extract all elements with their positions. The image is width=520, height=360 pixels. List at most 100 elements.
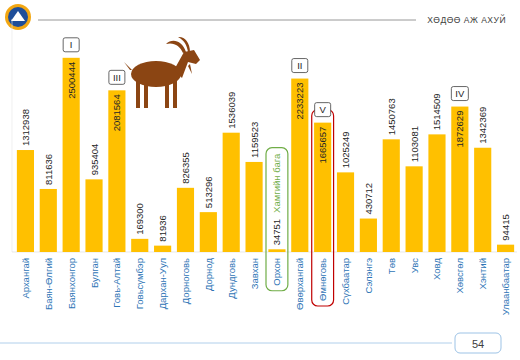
data-label: 1536039: [226, 92, 237, 129]
value-axis-line: [12, 19, 13, 252]
category-label: Баянхонгор: [66, 258, 77, 309]
note-label: Хамгийн бага: [271, 153, 282, 213]
bar: [497, 245, 514, 252]
category-label: Говьсүмбэр: [134, 258, 145, 309]
category-label: Өмнөговь: [317, 258, 328, 301]
highlight-frame: [312, 110, 334, 306]
bar: [40, 189, 57, 252]
data-label: 1312938: [20, 109, 31, 146]
category-label: Сүхбаатар: [340, 258, 351, 305]
bars: [17, 58, 514, 252]
category-label: Дархан-Уул: [157, 258, 168, 309]
bar: [154, 246, 171, 252]
data-label: 513296: [203, 176, 214, 208]
data-label: 1872629: [454, 111, 465, 148]
rank-box: [63, 38, 79, 52]
category-label: Орхон: [271, 258, 282, 286]
data-label: 1450763: [386, 98, 397, 135]
rank-label: I: [70, 39, 73, 50]
bar: [85, 179, 102, 252]
data-label: 430712: [363, 183, 374, 215]
category-label: Хөвсгөл: [454, 258, 465, 294]
category-label: Баян-Өлгий: [43, 258, 54, 310]
category-label: Өвөрхангай: [294, 258, 305, 310]
goat-beard: [188, 64, 192, 74]
rank-box: [451, 87, 468, 101]
data-label: 1025249: [340, 131, 351, 168]
data-label: 81936: [157, 215, 168, 241]
bar: [200, 212, 217, 252]
category-label: Сэлэнгэ: [363, 258, 374, 294]
category-label: Ховд: [431, 258, 442, 280]
logo-mark: [11, 11, 25, 21]
category-label: Дундговь: [226, 258, 237, 299]
data-label: 1665657: [317, 127, 328, 164]
bar: [291, 79, 308, 252]
data-label: 1514509: [431, 93, 442, 130]
rank-box: [292, 59, 308, 73]
data-label: 2500444: [66, 62, 77, 99]
bar: [268, 249, 285, 252]
rank-label: III: [113, 72, 121, 83]
data-label: 2081564: [111, 94, 122, 131]
rank-box: [109, 70, 125, 84]
footer-rule: [0, 343, 452, 344]
category-label: Архангай: [20, 258, 31, 299]
data-label: 34751: [271, 219, 282, 245]
category-label: Дорноговь: [180, 258, 191, 304]
data-label: 94415: [500, 214, 511, 240]
category-label: Говь-Алтай: [111, 258, 122, 308]
data-label: 2233223: [294, 83, 305, 120]
bar: [428, 134, 445, 252]
logo-ring: [5, 4, 31, 30]
goat-leg: [173, 80, 177, 108]
data-label: 1342369: [477, 107, 488, 144]
data-label: 169300: [134, 203, 145, 235]
bar: [223, 133, 240, 252]
rank-label: IV: [455, 88, 465, 99]
category-label: Завхан: [249, 258, 260, 289]
bar: [314, 123, 331, 252]
goat-icon: [124, 37, 200, 108]
goat-horn: [178, 37, 190, 52]
category-label: Дорнод: [203, 258, 214, 291]
highlight-frame: [266, 148, 288, 291]
rank-box: [315, 103, 331, 117]
header-rule: [38, 20, 416, 21]
bar: [131, 239, 148, 252]
page-box: [455, 333, 501, 353]
goat-tail: [124, 62, 132, 70]
bar: [337, 172, 354, 252]
bar: [474, 148, 491, 252]
bar: [245, 162, 262, 252]
logo-core: [8, 7, 28, 27]
goat-leg: [136, 80, 140, 108]
data-label: 826355: [180, 152, 191, 184]
bar: [108, 90, 125, 252]
category-label: Булган: [89, 258, 100, 288]
header-title: ХӨДӨӨ АЖ АХУЙ: [427, 14, 506, 25]
rank-label: II: [297, 60, 302, 71]
bar: [17, 150, 34, 252]
data-label: 1103081: [409, 126, 420, 162]
bar: [383, 139, 400, 252]
bar: [177, 188, 194, 252]
rank-label: V: [319, 104, 326, 115]
data-label: 935404: [89, 144, 100, 176]
bar: [360, 219, 377, 252]
texts: Архангай 1312938 Баян-Өлгий 811636 Баянхонго…: [20, 38, 511, 315]
category-label: Хэнтий: [477, 258, 488, 289]
goat-leg: [144, 82, 148, 108]
data-label: 811636: [43, 154, 54, 185]
page-number: 54: [472, 338, 484, 350]
logo: [5, 4, 31, 30]
goat-head: [174, 50, 200, 78]
bar: [451, 107, 468, 252]
data-label: 1159523: [249, 122, 260, 158]
chart: ХӨДӨӨ АЖ АХУЙ 54 Архангай 1312938 Баян-Өлгий…: [0, 0, 520, 360]
category-label: Увс: [409, 258, 420, 273]
category-label: Төв: [386, 258, 397, 274]
goat-leg: [165, 82, 169, 108]
bar: [406, 166, 423, 252]
goat-horn: [166, 41, 186, 53]
